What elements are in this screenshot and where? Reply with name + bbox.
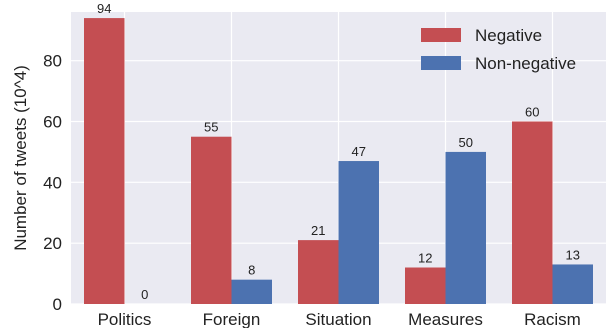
x-tick-label: Measures [408, 310, 483, 328]
y-tick-label: 40 [43, 173, 62, 192]
y-tick-label: 60 [43, 113, 62, 132]
data-label: 8 [248, 263, 255, 278]
data-labels: 94 55 21 12 60 0 8 47 50 13 [97, 1, 580, 302]
y-tick-label: 0 [53, 295, 62, 314]
data-label: 13 [566, 247, 580, 262]
data-label: 21 [311, 223, 325, 238]
bar-negative-foreign [191, 136, 232, 304]
bar-non-negative-racism [552, 264, 593, 304]
data-label: 12 [418, 251, 432, 266]
legend-label: Negative [475, 26, 542, 45]
bar-negative-politics [84, 18, 125, 304]
y-tick-label: 80 [43, 52, 62, 71]
data-label: 60 [525, 105, 539, 120]
y-axis-label: Number of tweets (10^4) [11, 65, 30, 251]
x-tick-label: Foreign [203, 310, 261, 328]
data-label: 94 [97, 1, 111, 16]
bar-negative-measures [405, 267, 446, 304]
legend-label: Non-negative [475, 54, 576, 73]
bar-non-negative-measures [445, 151, 486, 304]
legend-swatch-non-negative [421, 56, 461, 70]
x-axis-ticks: Politics Foreign Situation Measures Racism [98, 310, 581, 328]
data-label: 50 [459, 135, 473, 150]
x-tick-label: Racism [524, 310, 581, 328]
y-axis-ticks: 0 20 40 60 80 [43, 52, 62, 314]
legend: Negative Non-negative [421, 26, 576, 73]
data-label: 47 [352, 144, 366, 159]
x-tick-label: Politics [98, 310, 152, 328]
bars [84, 18, 593, 304]
data-label: 0 [141, 287, 148, 302]
bar-non-negative-foreign [231, 279, 272, 304]
legend-swatch-negative [421, 28, 461, 42]
bar-non-negative-situation [338, 161, 379, 304]
y-tick-label: 20 [43, 234, 62, 253]
bar-negative-racism [512, 121, 553, 304]
bar-negative-situation [298, 240, 339, 304]
data-label: 55 [204, 120, 218, 135]
x-tick-label: Situation [305, 310, 371, 328]
